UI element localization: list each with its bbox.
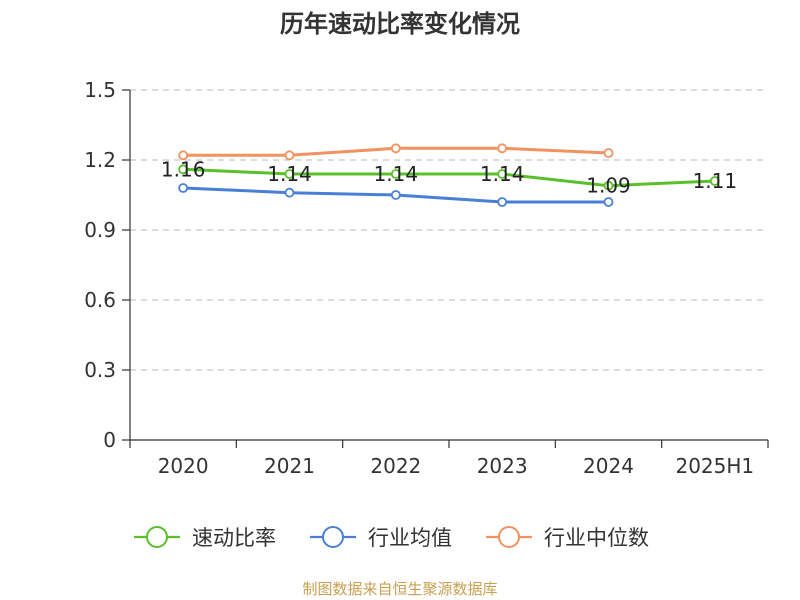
y-tick-label-2: 0.6 xyxy=(84,288,116,312)
legend-label-0: 速动比率 xyxy=(192,526,276,550)
series-0-point-3 xyxy=(497,169,508,179)
series-2-point-1 xyxy=(284,150,295,161)
series-1-point-3 xyxy=(497,197,508,207)
data-label-2: 1.14 xyxy=(374,162,419,186)
series-0-point-2 xyxy=(390,169,401,179)
x-tick-label-2: 2022 xyxy=(370,454,421,478)
series-2-point-3 xyxy=(497,143,508,154)
series-line-0 xyxy=(181,167,717,188)
legend: 速动比率 行业均值 行业中位数 xyxy=(134,526,649,550)
y-tick-label-4: 1.2 xyxy=(84,148,116,172)
legend-marker-0 xyxy=(146,526,168,548)
axes: 0 0.3 0.6 0.9 1.2 1.5 2020 2021 2022 2023 2024 2025… xyxy=(84,78,769,478)
grid-lines xyxy=(130,89,768,371)
series-group xyxy=(178,143,720,207)
series-0-point-1 xyxy=(284,169,295,179)
series-2-point-4 xyxy=(603,148,614,158)
series-2-point-0 xyxy=(178,150,189,161)
data-labels: 1.16 1.14 1.14 1.14 1.09 1.11 xyxy=(161,157,737,197)
series-2-point-2 xyxy=(390,143,401,154)
y-tick-label-0: 0 xyxy=(103,428,116,452)
series-1-point-4 xyxy=(603,197,614,207)
legend-marker-2 xyxy=(498,526,520,548)
series-0-point-4 xyxy=(603,180,614,191)
y-tick-label-1: 0.3 xyxy=(84,358,116,382)
data-label-5: 1.11 xyxy=(693,169,738,193)
x-tick-label-3: 2023 xyxy=(477,454,528,478)
source-note: 制图数据来自恒生聚源数据库 xyxy=(302,580,498,598)
x-tick-label-1: 2021 xyxy=(264,454,315,478)
series-0-point-0 xyxy=(178,164,189,175)
data-label-0: 1.16 xyxy=(161,157,206,181)
x-tick-label-5: 2025H1 xyxy=(675,454,754,478)
chart-title: 历年速动比率变化情况 xyxy=(280,10,520,38)
y-tick-label-3: 0.9 xyxy=(84,218,116,242)
x-tick-label-4: 2024 xyxy=(583,454,634,478)
series-0-point-5 xyxy=(709,176,720,186)
series-1-point-0 xyxy=(178,183,189,193)
series-1-point-1 xyxy=(284,187,295,198)
legend-marker-1 xyxy=(322,526,344,548)
data-label-1: 1.14 xyxy=(267,162,312,186)
legend-label-2: 行业中位数 xyxy=(544,526,649,550)
x-tick-label-0: 2020 xyxy=(158,454,209,478)
data-label-4: 1.09 xyxy=(586,174,631,198)
y-tick-label-5: 1.5 xyxy=(84,78,116,102)
data-label-3: 1.14 xyxy=(480,162,525,186)
legend-label-1: 行业均值 xyxy=(368,526,452,550)
series-1-point-2 xyxy=(390,190,401,200)
